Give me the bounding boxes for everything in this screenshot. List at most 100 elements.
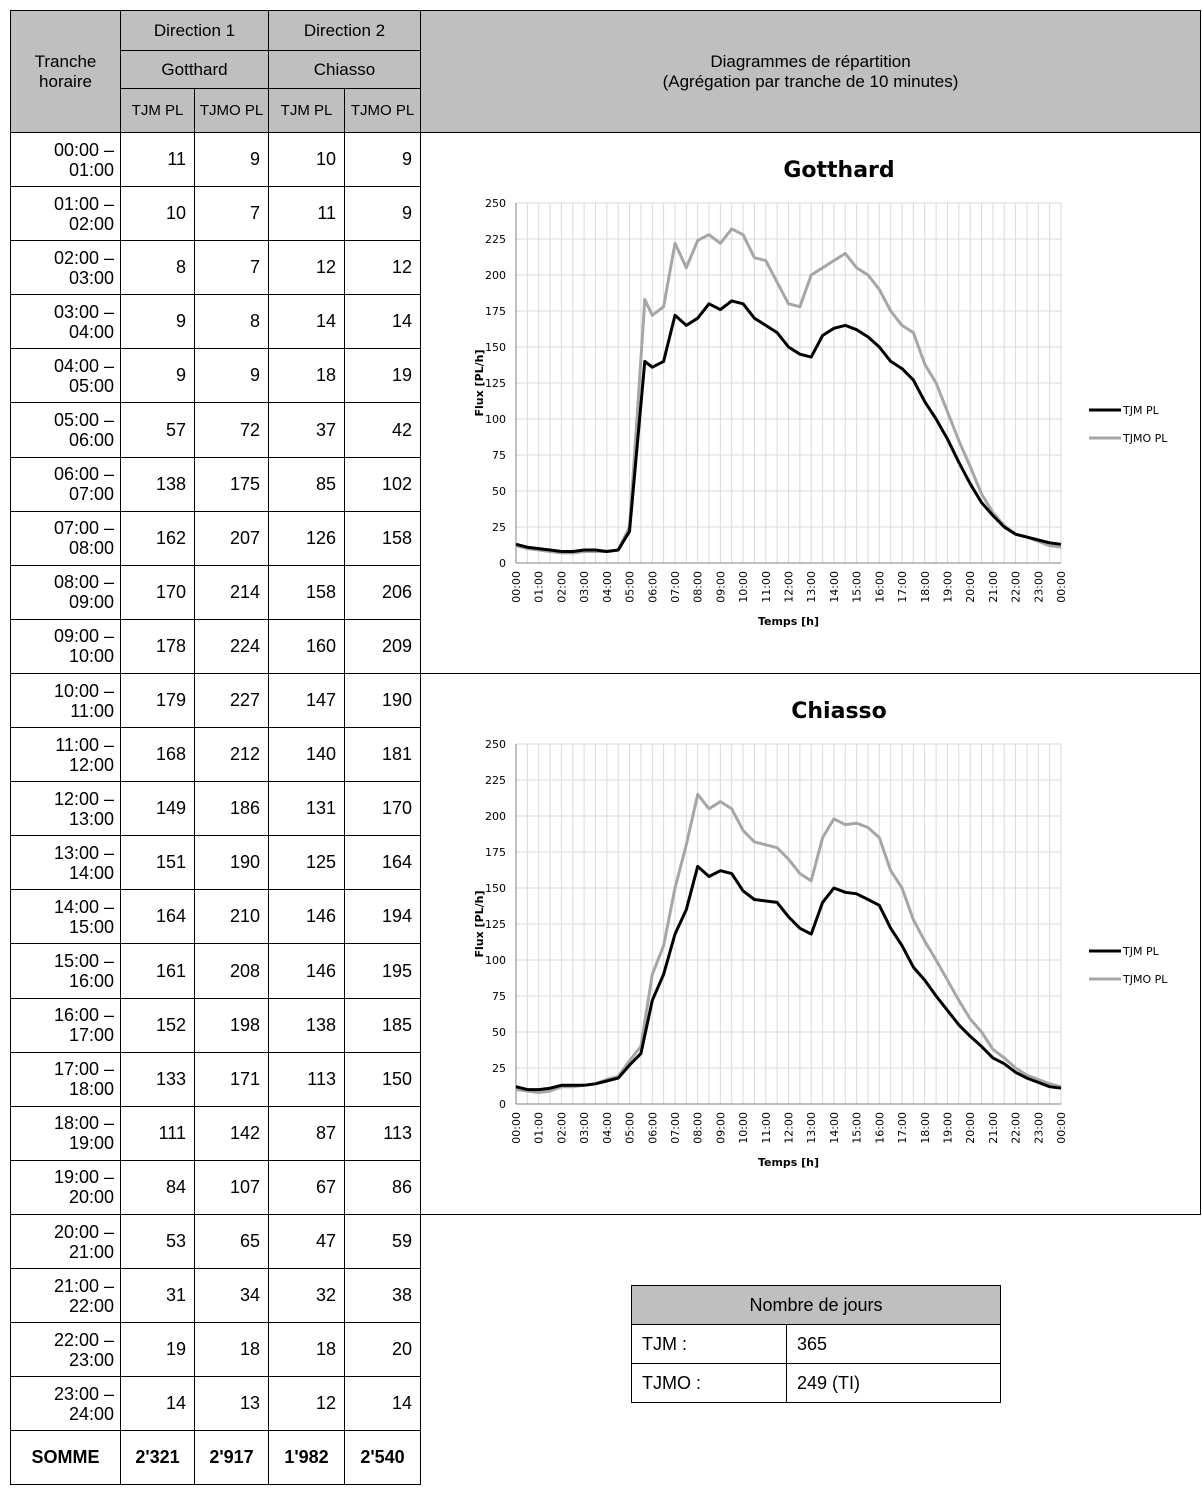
- time-slot: 13:00 – 14:00: [10, 835, 121, 891]
- x-tick-label: 12:00: [783, 571, 796, 603]
- cell-c-tjm: 37: [268, 402, 345, 458]
- cell-g-tjm: 53: [120, 1214, 195, 1269]
- time-slot: 20:00 – 21:00: [10, 1214, 121, 1269]
- legend-label: TJM PL: [1122, 945, 1160, 958]
- x-tick-label: 07:00: [669, 1112, 682, 1144]
- time-slot: 22:00 – 23:00: [10, 1322, 121, 1377]
- cell-c-tjmo: 102: [344, 456, 421, 512]
- cell-c-tjm: 11: [268, 186, 345, 242]
- x-tick-label: 15:00: [851, 571, 864, 603]
- totals-row: SOMME 2'321 2'917 1'982 2'540: [10, 1430, 1201, 1485]
- cell-c-tjm: 146: [268, 889, 345, 945]
- table-row: 21:00 – 22:00 31 34 32 38: [10, 1268, 1201, 1323]
- traffic-table: Tranche horaire Direction 1 Direction 2 …: [10, 10, 1201, 1485]
- cell-g-tjmo: 9: [194, 348, 269, 404]
- y-tick-label: 125: [485, 377, 506, 390]
- diagrams-title: Diagrammes de répartition: [710, 51, 911, 71]
- cell-g-tjmo: 8: [194, 294, 269, 350]
- x-tick-label: 22:00: [1010, 1112, 1023, 1144]
- cell-g-tjm: 11: [120, 131, 195, 188]
- x-tick-label: 13:00: [805, 571, 818, 603]
- y-tick-label: 175: [485, 846, 506, 859]
- cell-c-tjmo: 170: [344, 781, 421, 837]
- col-c-tjmo: TJMO PL: [344, 88, 421, 133]
- table-row: 06:00 – 07:00 138 175 85 102: [10, 456, 1201, 512]
- x-tick-label: 03:00: [578, 1112, 591, 1144]
- cell-c-tjm: 125: [268, 835, 345, 891]
- table-row: 22:00 – 23:00 19 18 18 20: [10, 1322, 1201, 1377]
- cell-g-tjm: 168: [120, 727, 195, 783]
- time-slot: 19:00 – 20:00: [10, 1159, 121, 1216]
- y-tick-label: 250: [485, 197, 506, 210]
- cell-g-tjm: 31: [120, 1268, 195, 1323]
- chart-title: Chiasso: [791, 699, 887, 724]
- x-tick-label: 00:00: [510, 571, 523, 603]
- cell-g-tjmo: 186: [194, 781, 269, 837]
- legend-label: TJMO PL: [1122, 432, 1168, 445]
- y-axis-label: Flux [PL/h]: [473, 349, 486, 416]
- y-tick-label: 250: [485, 738, 506, 751]
- cell-c-tjmo: 14: [344, 1376, 421, 1431]
- time-slot: 09:00 – 10:00: [10, 618, 121, 675]
- cell-c-tjmo: 38: [344, 1268, 421, 1323]
- y-tick-label: 50: [492, 485, 506, 498]
- time-slot: 18:00 – 19:00: [10, 1105, 121, 1161]
- cell-g-tjm: 133: [120, 1051, 195, 1107]
- series-line-tjm: [515, 299, 1062, 553]
- cell-c-tjm: 146: [268, 943, 345, 999]
- days-table: Nombre de jours TJM :365 TJMO :249 (TI): [631, 1285, 1001, 1403]
- cell-g-tjmo: 208: [194, 943, 269, 999]
- tranche-header: Tranche horaire: [10, 10, 121, 133]
- y-tick-label: 50: [492, 1026, 506, 1039]
- cell-c-tjm: 160: [268, 618, 345, 675]
- cell-c-tjm: 32: [268, 1268, 345, 1323]
- cell-g-tjmo: 214: [194, 564, 269, 620]
- x-tick-label: 16:00: [873, 571, 886, 603]
- table-row: 12:00 – 13:00 149 186 131 170: [10, 781, 1201, 837]
- time-slot: 08:00 – 09:00: [10, 564, 121, 620]
- chart-title: Gotthard: [783, 158, 894, 183]
- y-tick-label: 200: [485, 269, 506, 282]
- diagrams-header: Diagrammes de répartition (Agrégation pa…: [420, 10, 1201, 133]
- col-c-tjm: TJM PL: [268, 88, 345, 133]
- time-slot: 14:00 – 15:00: [10, 889, 121, 945]
- cell-g-tjmo: 72: [194, 402, 269, 458]
- cell-c-tjmo: 14: [344, 294, 421, 350]
- table-row: 18:00 – 19:00 111 142 87 113: [10, 1105, 1201, 1161]
- table-row: 13:00 – 14:00 151 190 125 164: [10, 835, 1201, 891]
- cell-c-tjmo: 209: [344, 618, 421, 675]
- cell-c-tjmo: 86: [344, 1159, 421, 1216]
- chart-svg: Chiasso 0 25 50 75 100 125 150 175 200 225 250 00:00…: [473, 699, 1168, 1169]
- cell-g-tjm: 10: [120, 186, 195, 242]
- cell-g-tjmo: 142: [194, 1105, 269, 1161]
- x-tick-label: 04:00: [601, 1112, 614, 1144]
- cell-g-tjmo: 13: [194, 1376, 269, 1431]
- cell-g-tjmo: 9: [194, 131, 269, 188]
- time-slot: 04:00 – 05:00: [10, 348, 121, 404]
- cell-c-tjm: 85: [268, 456, 345, 512]
- x-tick-label: 04:00: [601, 571, 614, 603]
- y-axis-label: Flux [PL/h]: [473, 890, 486, 957]
- time-slot: 16:00 – 17:00: [10, 997, 121, 1053]
- y-tick-label: 0: [499, 557, 506, 570]
- cell-c-tjmo: 113: [344, 1105, 421, 1161]
- table-row: 19:00 – 20:00 84 107 67 86: [10, 1159, 1201, 1216]
- x-tick-label: 08:00: [692, 571, 705, 603]
- x-tick-label: 01:00: [533, 571, 546, 603]
- x-tick-label: 11:00: [760, 571, 773, 603]
- cell-g-tjmo: 227: [194, 672, 269, 729]
- cell-g-tjm: 8: [120, 240, 195, 296]
- cell-g-tjm: 111: [120, 1105, 195, 1161]
- table-row: 04:00 – 05:00 9 9 18 19: [10, 348, 1201, 404]
- cell-c-tjm: 47: [268, 1214, 345, 1269]
- y-tick-label: 225: [485, 233, 506, 246]
- time-slot: 17:00 – 18:00: [10, 1051, 121, 1107]
- y-tick-label: 75: [492, 449, 506, 462]
- cell-g-tjm: 162: [120, 510, 195, 566]
- cell-c-tjmo: 150: [344, 1051, 421, 1107]
- cell-g-tjm: 151: [120, 835, 195, 891]
- cell-c-tjmo: 158: [344, 510, 421, 566]
- cell-c-tjm: 140: [268, 727, 345, 783]
- cell-c-tjmo: 20: [344, 1322, 421, 1377]
- x-tick-label: 23:00: [1032, 571, 1045, 603]
